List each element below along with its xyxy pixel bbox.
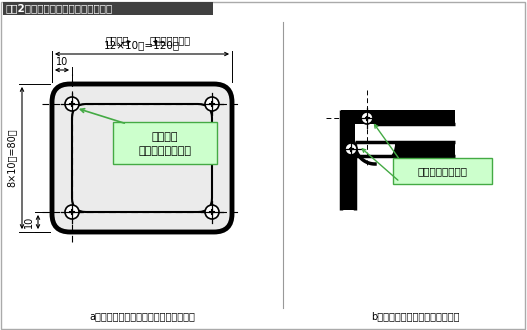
Circle shape: [65, 205, 79, 219]
Text: 12×10（=120）: 12×10（=120）: [104, 40, 180, 50]
Wedge shape: [355, 144, 375, 164]
Bar: [3, 2, 213, 15]
Text: a）標準的なねじ穴設計と寸法記入の例: a）標準的なねじ穴設計と寸法記入の例: [89, 311, 195, 321]
Bar: [341, 110, 355, 210]
Text: 10: 10: [56, 57, 68, 67]
Text: b）加工しにくいねじ穴設計の例: b）加工しにくいねじ穴設計の例: [371, 311, 459, 321]
Text: 8×10（=80）: 8×10（=80）: [7, 129, 17, 187]
FancyBboxPatch shape: [72, 104, 212, 212]
Circle shape: [205, 97, 219, 111]
Circle shape: [345, 143, 357, 155]
Text: 【図2】ねじ穴の設計と寸法記入の例: 【図2】ねじ穴の設計と寸法記入の例: [6, 4, 113, 14]
Circle shape: [205, 205, 219, 219]
Circle shape: [361, 112, 373, 124]
Text: 位置出しが難しい: 位置出しが難しい: [417, 166, 467, 176]
FancyBboxPatch shape: [393, 158, 492, 184]
Circle shape: [65, 97, 79, 111]
Text: （個数）: （個数）: [105, 35, 129, 45]
FancyBboxPatch shape: [113, 122, 217, 164]
Text: 直線状で: 直線状で: [152, 132, 178, 142]
Text: 10: 10: [24, 216, 34, 228]
FancyBboxPatch shape: [52, 84, 232, 232]
Bar: [355, 142, 455, 156]
Bar: [355, 110, 455, 124]
Circle shape: [355, 124, 395, 164]
Text: （ピッチ距離）: （ピッチ距離）: [150, 35, 191, 45]
Text: 等間隔に配置設計: 等間隔に配置設計: [139, 147, 191, 156]
